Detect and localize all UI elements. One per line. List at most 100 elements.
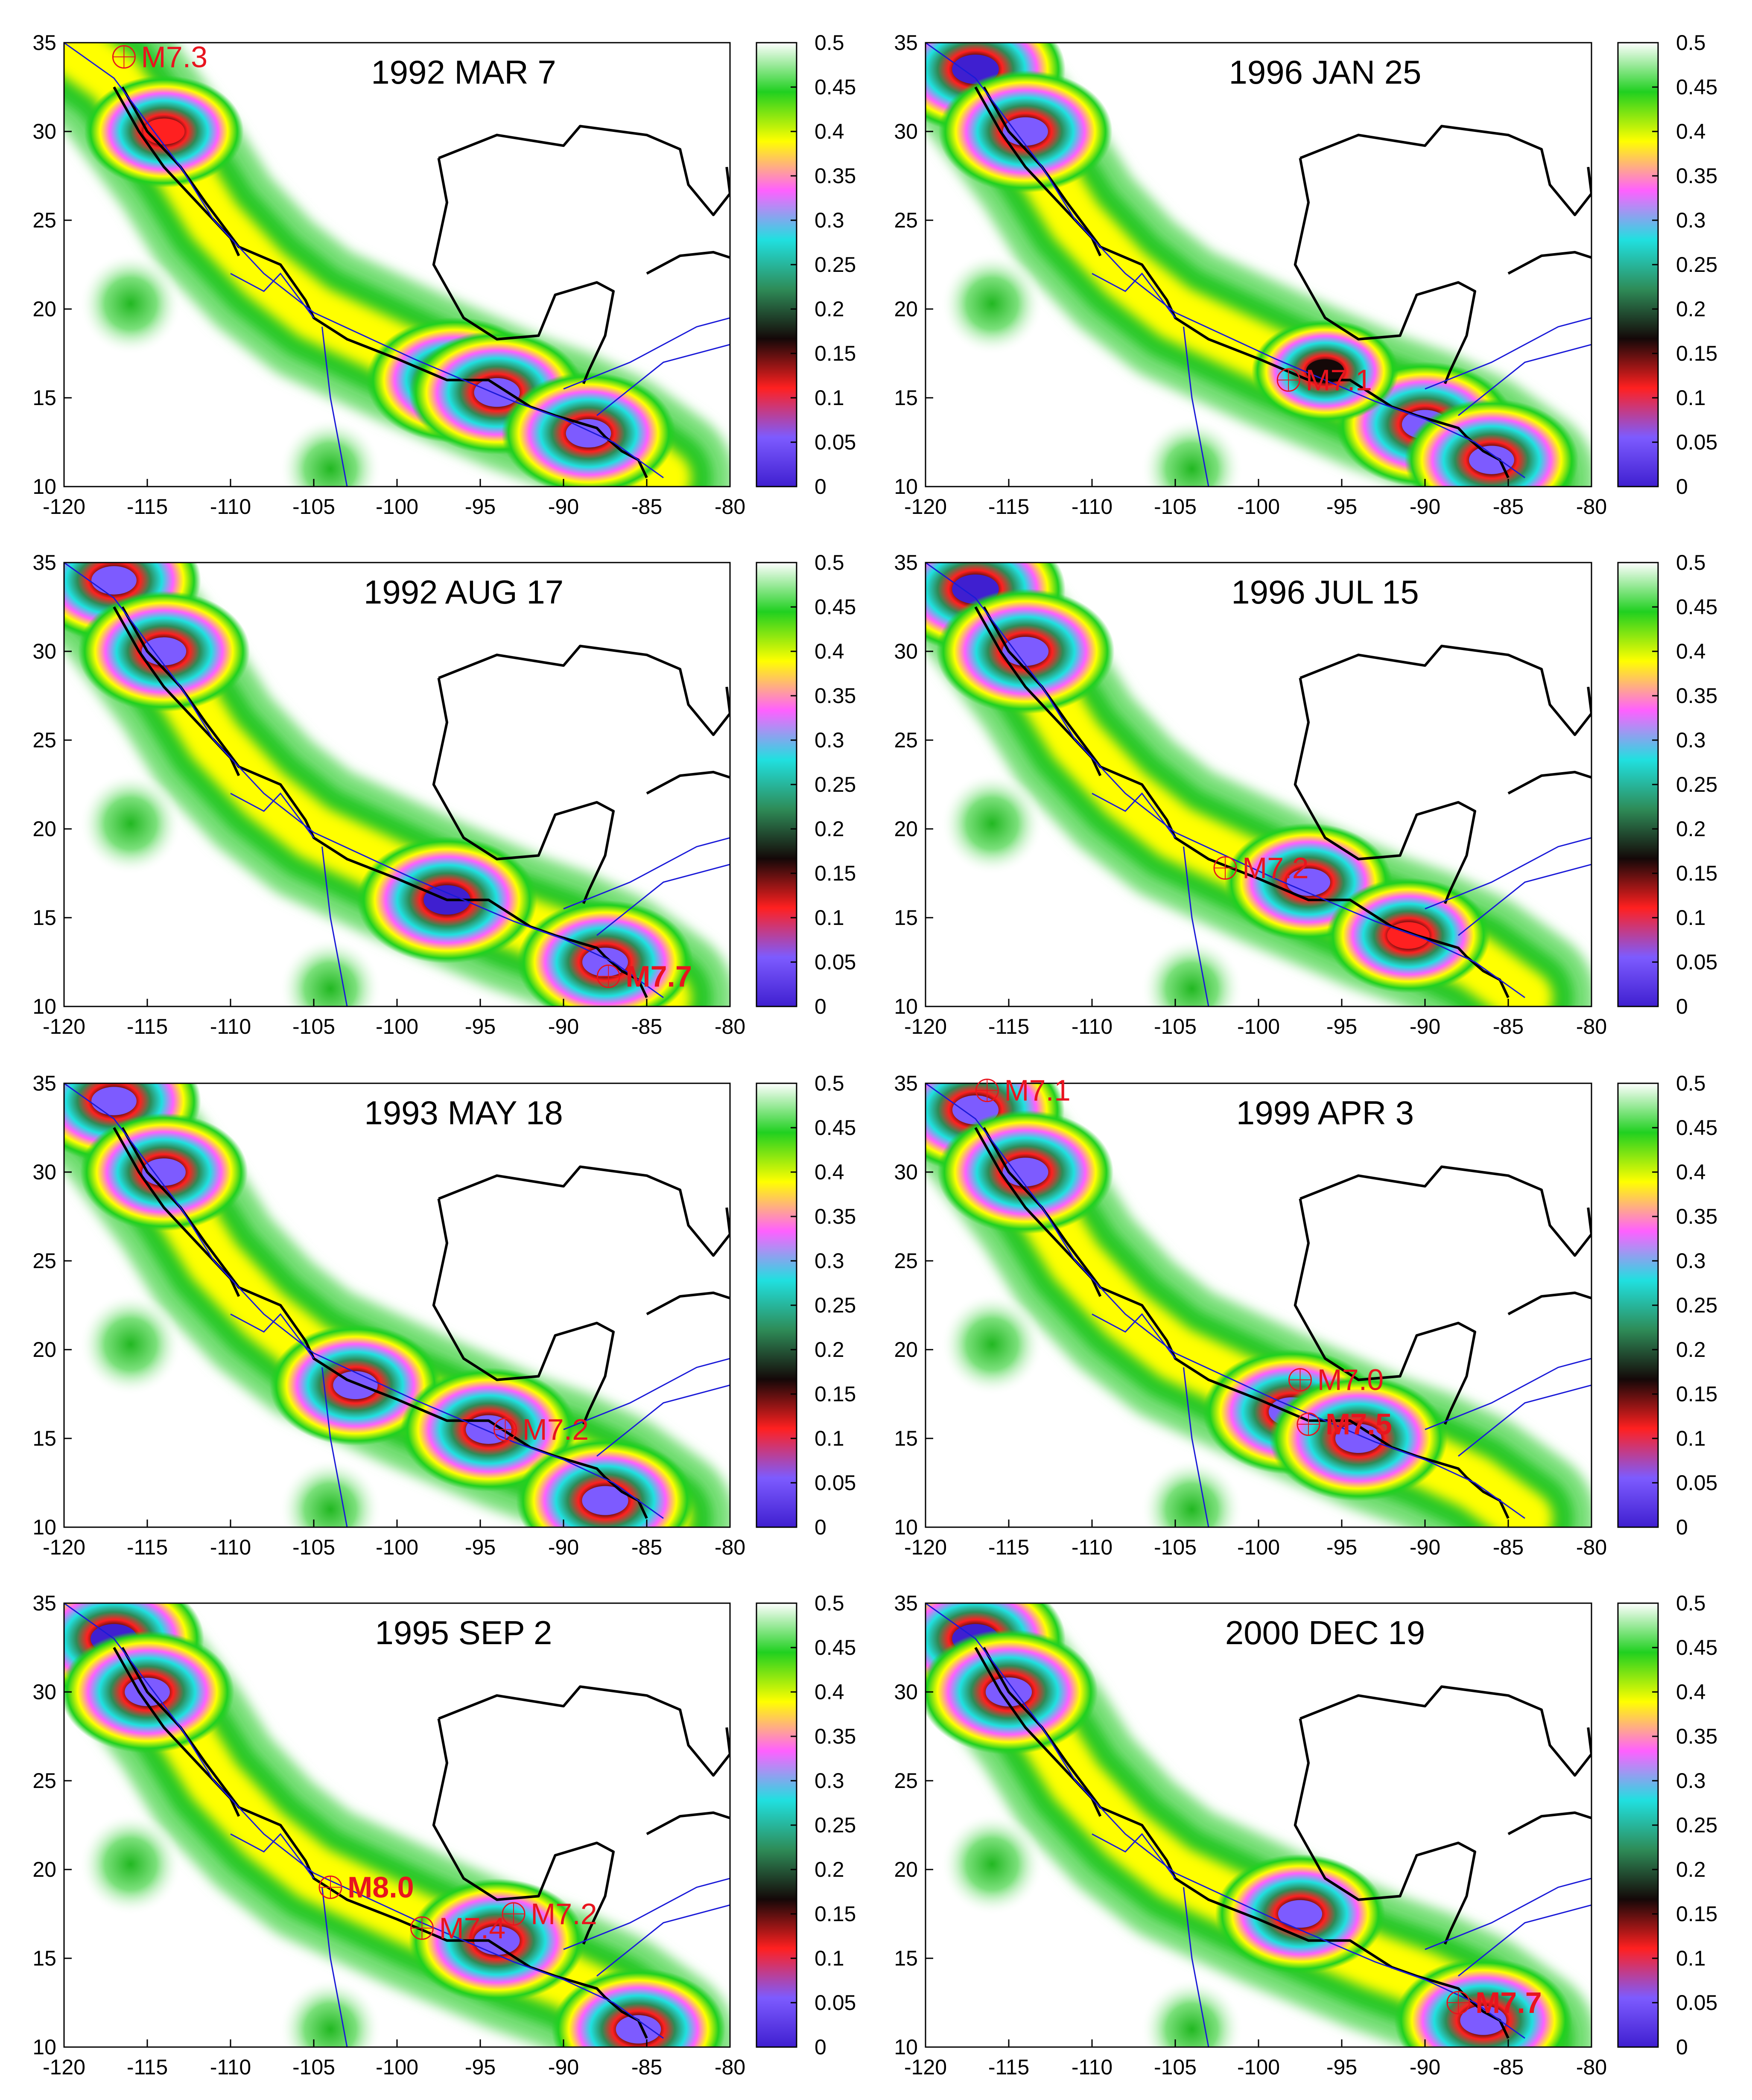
plate-boundary	[563, 1358, 730, 1430]
y-tick-label: 25	[32, 1769, 56, 1793]
x-tick-label: -115	[127, 1015, 168, 1038]
x-tick-label: -100	[376, 2055, 418, 2079]
coastline	[121, 86, 648, 478]
x-tick-label: -85	[1493, 1015, 1524, 1038]
coastline	[121, 1647, 648, 2039]
x-tick-label: -110	[1072, 1535, 1113, 1559]
probability-blob	[1141, 1458, 1243, 1527]
y-tick-label: 20	[894, 817, 918, 841]
probability-blob	[79, 772, 182, 875]
colorbar-tick-label: 0.2	[1676, 297, 1706, 321]
colorbar-tick-label: 0.45	[815, 75, 856, 99]
y-tick-label: 30	[894, 1680, 918, 1704]
colorbar-tick-label: 0.4	[1676, 120, 1706, 143]
x-tick-label: -110	[1072, 495, 1113, 519]
x-tick-label: -80	[715, 1015, 745, 1038]
map-panel: -120 -115 -110 -105 -100 -95 -90 -85 -80 10 15 20 25…	[894, 31, 1717, 519]
map-panel: -120 -115 -110 -105 -100 -95 -90 -85 -80 10 15 20 25…	[32, 31, 856, 519]
plate-boundary	[230, 792, 315, 838]
x-tick-label: -105	[292, 495, 335, 519]
colorbar-tick-label: 0.25	[815, 1293, 856, 1317]
coastline	[432, 1198, 615, 1425]
colorbar	[756, 1602, 797, 2048]
y-tick-label: 10	[894, 475, 918, 499]
colorbar-tick-label: 0.2	[815, 1858, 844, 1881]
y-tick-label: 15	[32, 1946, 56, 1970]
colorbar-tick-label: 0.5	[1676, 1071, 1706, 1095]
colorbar-tick-label: 0.15	[1676, 1382, 1717, 1406]
colorbar-tick-label: 0.1	[815, 906, 844, 930]
colorbar-tick-label: 0.1	[815, 1426, 844, 1450]
x-tick-label: -105	[1154, 2055, 1197, 2079]
plate-boundary	[926, 1603, 1525, 2039]
y-tick-label: 25	[894, 208, 918, 232]
x-tick-label: -110	[1072, 1015, 1113, 1038]
map-panel: -120 -115 -110 -105 -100 -95 -90 -85 -80 10 15 20 25…	[894, 1071, 1717, 1559]
colorbar	[756, 562, 797, 1007]
colorbar-tick-label: 0.05	[815, 430, 856, 454]
y-tick-label: 35	[894, 1071, 918, 1095]
plate-boundary	[321, 846, 348, 1006]
y-tick-label: 30	[32, 120, 56, 143]
x-tick-label: -120	[904, 1015, 947, 1038]
colorbar-tick-label: 0.5	[1676, 31, 1706, 55]
colorbar-tick-label: 0.2	[815, 1338, 844, 1362]
coastline	[1294, 158, 1476, 384]
colorbar-tick-label: 0.2	[1676, 817, 1706, 841]
x-tick-label: -85	[1493, 2055, 1524, 2079]
y-tick-label: 20	[32, 1858, 56, 1881]
y-tick-label: 25	[32, 1249, 56, 1273]
plate-boundary	[1092, 792, 1176, 838]
colorbar-tick-label: 0.45	[1676, 595, 1717, 619]
colorbar	[1617, 42, 1659, 487]
colorbar-tick-label: 0.4	[1676, 1680, 1706, 1704]
coastline	[113, 1127, 240, 1297]
x-tick-label: -85	[631, 495, 662, 519]
plate-boundary	[1183, 846, 1209, 1006]
colorbar-tick-label: 0.5	[815, 1591, 844, 1615]
plate-boundary	[1092, 1313, 1176, 1359]
colorbar-tick-label: 0.45	[815, 1116, 856, 1140]
colorbar	[756, 42, 797, 487]
plate-boundary	[230, 272, 315, 318]
colorbar-tick-label: 0.45	[1676, 1116, 1717, 1140]
x-tick-label: -120	[904, 495, 947, 519]
plate-boundary	[64, 1603, 664, 2039]
coastline	[1507, 1291, 1591, 1315]
x-tick-label: -80	[715, 495, 745, 519]
plate-boundary	[1458, 344, 1591, 416]
colorbar-tick-label: 0.4	[815, 1160, 844, 1184]
plate-boundary	[596, 1904, 730, 1977]
hotspot-core	[1306, 359, 1344, 383]
colorbar	[1617, 1082, 1659, 1528]
colorbar	[1617, 562, 1659, 1007]
colorbar-tick-label: 0.05	[1676, 1991, 1717, 2015]
colorbar-tick-label: 0.15	[1676, 341, 1717, 365]
coastline	[113, 1647, 240, 1817]
x-tick-label: -110	[210, 1015, 251, 1038]
y-tick-label: 15	[32, 1426, 56, 1450]
x-tick-label: -120	[904, 2055, 947, 2079]
probability-hotspot	[1394, 1957, 1573, 2047]
plate-boundary	[1092, 272, 1176, 318]
y-tick-label: 20	[32, 817, 56, 841]
coastline	[1299, 125, 1591, 216]
hotspot-core	[1287, 868, 1330, 896]
x-tick-label: -100	[1237, 495, 1280, 519]
colorbar-tick-label: 0.45	[1676, 1636, 1717, 1660]
colorbar-tick-label: 0.2	[815, 817, 844, 841]
probability-blob	[79, 1813, 182, 1916]
plate-boundary	[64, 43, 664, 478]
colorbar-tick-label: 0.35	[815, 1205, 856, 1228]
coastline	[974, 86, 1102, 257]
coastline	[121, 1127, 648, 1519]
coastline	[1294, 1718, 1476, 1945]
colorbar-tick-label: 0.1	[1676, 1426, 1706, 1450]
y-tick-label: 35	[32, 1591, 56, 1615]
probability-hotspot	[1405, 399, 1579, 487]
earthquake-label: M7.1	[1004, 1074, 1071, 1107]
x-tick-label: -115	[988, 1015, 1029, 1038]
plate-boundary	[926, 563, 1525, 998]
x-tick-label: -120	[904, 1535, 947, 1559]
plate-boundary	[1458, 863, 1591, 936]
